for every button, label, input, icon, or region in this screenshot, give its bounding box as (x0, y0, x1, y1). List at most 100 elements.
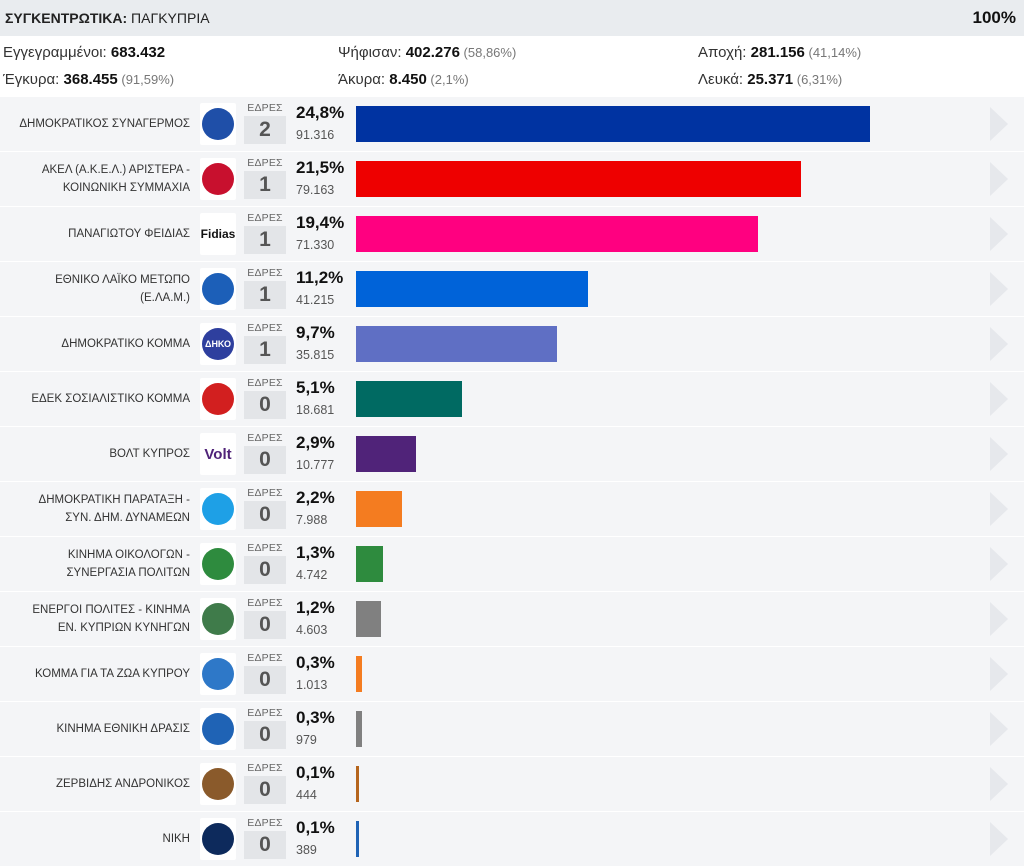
party-row[interactable]: ΔΗΜΟΚΡΑΤΙΚΟ ΚΟΜΜΑ ΔΗΚΟ ΕΔΡΕΣ 1 9,7% 35.815 (0, 316, 1024, 371)
result-bar (356, 711, 363, 747)
party-name-line: ΝΙΚΗ (162, 833, 190, 845)
stat-registered: Εγγεγραμμένοι: 683.432 (3, 44, 166, 61)
result-bar (356, 821, 359, 857)
expand-arrow-icon[interactable] (990, 492, 1008, 526)
party-name: ΔΗΜΟΚΡΑΤΙΚΟ ΚΟΜΜΑ (0, 317, 192, 371)
votes-label: 444 (296, 788, 317, 802)
party-row[interactable]: ΚΟΜΜΑ ΓΙΑ ΤΑ ΖΩΑ ΚΥΠΡΟΥ ΕΔΡΕΣ 0 0,3% 1.013 (0, 646, 1024, 701)
percent-label: 5,1% (296, 378, 335, 397)
party-row[interactable]: ΚΙΝΗΜΑ ΟΙΚΟΛΟΓΩΝ - ΣΥΝΕΡΓΑΣΙΑ ΠΟΛΙΤΩΝ ΕΔΡΕ… (0, 536, 1024, 591)
party-row[interactable]: ΔΗΜΟΚΡΑΤΙΚΗ ΠΑΡΑΤΑΞΗ - ΣΥΝ. ΔΗΜ. ΔΥΝΑΜΕΩΝ… (0, 481, 1024, 536)
seats-count: 1 (244, 171, 286, 199)
logo-badge: ΔΗΚΟ (202, 328, 234, 360)
akel-logo-icon (200, 158, 236, 200)
percent-label: 2,2% (296, 488, 335, 507)
party-name-line: ΣΥΝ. ΔΗΜ. ΔΥΝΑΜΕΩΝ (65, 512, 190, 524)
result-bar (356, 216, 758, 252)
title-region: ΠΑΓΚΥΠΡΙΑ (127, 10, 210, 26)
party-row[interactable]: ΕΘΝΙΚΟ ΛΑΪΚΟ ΜΕΤΩΠΟ (Ε.ΛΑ.Μ.) ΕΔΡΕΣ 1 11,2% 4… (0, 261, 1024, 316)
party-name-line: ΣΥΝΕΡΓΑΣΙΑ ΠΟΛΙΤΩΝ (66, 567, 190, 579)
party-row[interactable]: ΝΙΚΗ ΕΔΡΕΣ 0 0,1% 389 (0, 811, 1024, 866)
seats-count: 1 (244, 226, 286, 254)
seats-label: ΕΔΡΕΣ (247, 817, 283, 829)
votes-label: 35.815 (296, 348, 335, 362)
party-name: ΔΗΜΟΚΡΑΤΙΚΟΣ ΣΥΝΑΓΕΡΜΟΣ (0, 97, 192, 151)
party-name-line: ΒΟΛΤ ΚΥΠΡΟΣ (109, 448, 190, 460)
votes-label: 4.603 (296, 623, 328, 637)
seats-count: 0 (244, 776, 286, 804)
expand-arrow-icon[interactable] (990, 382, 1008, 416)
party-name-line: ΔΗΜΟΚΡΑΤΙΚΟΣ ΣΥΝΑΓΕΡΜΟΣ (19, 118, 190, 130)
party-name-line: ΔΗΜΟΚΡΑΤΙΚΟ ΚΟΜΜΑ (61, 338, 190, 350)
expand-arrow-icon[interactable] (990, 107, 1008, 141)
summary-stats: Εγγεγραμμένοι: 683.432 Ψήφισαν: 402.276 … (0, 36, 1024, 96)
result-bar (356, 271, 588, 307)
party-name-line: ΚΙΝΗΜΑ ΟΙΚΟΛΟΓΩΝ - (67, 549, 190, 561)
seats-label: ΕΔΡΕΣ (247, 762, 283, 774)
active-citizens-logo-icon (200, 598, 236, 640)
party-name: ΖΕΡΒΙΔΗΣ ΑΝΔΡΟΝΙΚΟΣ (0, 757, 192, 811)
percent-label: 0,1% (296, 818, 335, 837)
party-row[interactable]: ΠΑΝΑΓΙΩΤΟΥ ΦΕΙΔΙΑΣ Fidias ΕΔΡΕΣ 1 19,4% 71.33… (0, 206, 1024, 261)
percent-label: 0,3% (296, 653, 335, 672)
votes-label: 10.777 (296, 458, 335, 472)
seats-label: ΕΔΡΕΣ (247, 157, 283, 169)
volt-logo-icon: Volt (200, 433, 236, 475)
dog-photo-icon (200, 763, 236, 805)
expand-arrow-icon[interactable] (990, 217, 1008, 251)
expand-arrow-icon[interactable] (990, 602, 1008, 636)
expand-arrow-icon[interactable] (990, 327, 1008, 361)
seats-count: 0 (244, 666, 286, 694)
seats-label: ΕΔΡΕΣ (247, 707, 283, 719)
logo-badge (202, 658, 234, 690)
votes-label: 7.988 (296, 513, 328, 527)
party-row[interactable]: ΕΝΕΡΓΟΙ ΠΟΛΙΤΕΣ - ΚΙΝΗΜΑ ΕΝ. ΚΥΠΡΙΩΝ ΚΥΝΗ… (0, 591, 1024, 646)
party-row[interactable]: ΑΚΕΛ (Α.Κ.Ε.Λ.) ΑΡΙΣΤΕΡΑ - ΚΟΙΝΩΝΙΚΗ ΣΥΜΜ… (0, 151, 1024, 206)
party-name: ΔΗΜΟΚΡΑΤΙΚΗ ΠΑΡΑΤΑΞΗ - ΣΥΝ. ΔΗΜ. ΔΥΝΑΜΕΩΝ (0, 482, 192, 536)
percent-label: 19,4% (296, 213, 345, 232)
expand-arrow-icon[interactable] (990, 547, 1008, 581)
seats-label: ΕΔΡΕΣ (247, 322, 283, 334)
votes-label: 41.215 (296, 293, 335, 307)
seats-count: 0 (244, 391, 286, 419)
results-header: ΣΥΓΚΕΝΤΡΩΤΙΚΑ: ΠΑΓΚΥΠΡΙΑ 100% (0, 0, 1024, 36)
party-name-line: ΕΝΕΡΓΟΙ ΠΟΛΙΤΕΣ - ΚΙΝΗΜΑ (32, 604, 190, 616)
expand-arrow-icon[interactable] (990, 657, 1008, 691)
party-row[interactable]: ΒΟΛΤ ΚΥΠΡΟΣ Volt ΕΔΡΕΣ 0 2,9% 10.777 (0, 426, 1024, 481)
percent-label: 1,2% (296, 598, 335, 617)
percent-label: 0,1% (296, 763, 335, 782)
expand-arrow-icon[interactable] (990, 822, 1008, 856)
expand-arrow-icon[interactable] (990, 162, 1008, 196)
party-results-chart: ΔΗΜΟΚΡΑΤΙΚΟΣ ΣΥΝΑΓΕΡΜΟΣ ΕΔΡΕΣ 2 24,8% 91.316… (0, 96, 1024, 866)
expand-arrow-icon[interactable] (990, 437, 1008, 471)
fidias-logo-icon: Fidias (200, 213, 236, 255)
seats-label: ΕΔΡΕΣ (247, 542, 283, 554)
party-row[interactable]: ΚΙΝΗΜΑ ΕΘΝΙΚΗ ΔΡΑΣΙΣ ΕΔΡΕΣ 0 0,3% 979 (0, 701, 1024, 756)
expand-arrow-icon[interactable] (990, 712, 1008, 746)
party-row[interactable]: ΖΕΡΒΙΔΗΣ ΑΝΔΡΟΝΙΚΟΣ ΕΔΡΕΣ 0 0,1% 444 (0, 756, 1024, 811)
expand-arrow-icon[interactable] (990, 767, 1008, 801)
seats-label: ΕΔΡΕΣ (247, 377, 283, 389)
party-row[interactable]: ΔΗΜΟΚΡΑΤΙΚΟΣ ΣΥΝΑΓΕΡΜΟΣ ΕΔΡΕΣ 2 24,8% 91.316 (0, 96, 1024, 151)
seats-count: 2 (244, 116, 286, 144)
votes-label: 979 (296, 733, 317, 747)
party-name: ΝΙΚΗ (0, 812, 192, 866)
party-name-line: ΠΑΝΑΓΙΩΤΟΥ ΦΕΙΔΙΑΣ (68, 228, 190, 240)
logo-text: Fidias (200, 227, 236, 241)
dipa-logo-icon (200, 488, 236, 530)
stat-voted: Ψήφισαν: 402.276 (58,86%) (338, 44, 517, 61)
votes-label: 18.681 (296, 403, 335, 417)
party-name: ΕΘΝΙΚΟ ΛΑΪΚΟ ΜΕΤΩΠΟ (Ε.ΛΑ.Μ.) (0, 262, 192, 316)
result-bar (356, 381, 462, 417)
expand-arrow-icon[interactable] (990, 272, 1008, 306)
party-name-line: ΚΟΜΜΑ ΓΙΑ ΤΑ ΖΩΑ ΚΥΠΡΟΥ (34, 668, 190, 680)
ecologists-logo-icon (200, 543, 236, 585)
party-name-line: ΚΙΝΗΜΑ ΕΘΝΙΚΗ ΔΡΑΣΙΣ (56, 723, 190, 735)
disy-logo-icon (200, 103, 236, 145)
percent-label: 21,5% (296, 158, 345, 177)
party-row[interactable]: ΕΔΕΚ ΣΟΣΙΑΛΙΣΤΙΚΟ ΚΟΜΜΑ ΕΔΡΕΣ 0 5,1% 18.681 (0, 371, 1024, 426)
animals-party-logo-icon (200, 653, 236, 695)
logo-badge (202, 823, 234, 855)
seats-count: 0 (244, 501, 286, 529)
seats-label: ΕΔΡΕΣ (247, 652, 283, 664)
